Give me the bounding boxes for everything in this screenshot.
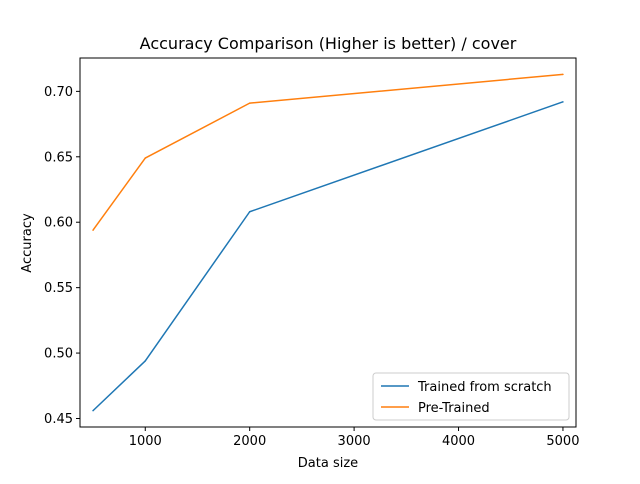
data-point-trained-from-scratch (144, 360, 147, 362)
data-point-pre-trained (92, 229, 94, 231)
legend-label-trained-from-scratch: Trained from scratch (417, 380, 552, 395)
y-tick-label: 0.45 (44, 412, 73, 427)
axes-frame (79, 57, 577, 428)
x-axis-label: Data size (298, 456, 358, 471)
y-axis-label: Accuracy (20, 213, 35, 273)
series-layer (92, 73, 564, 412)
data-point-pre-trained (144, 157, 147, 159)
y-tick-label: 0.65 (44, 150, 73, 165)
x-tick-label: 4000 (442, 434, 475, 449)
data-point-pre-trained (248, 102, 251, 104)
x-tick-label: 3000 (338, 434, 371, 449)
series-line-trained-from-scratch (92, 101, 564, 412)
y-tick-label: 0.50 (44, 347, 73, 362)
legend: Trained from scratch Pre-Trained (372, 372, 570, 421)
chart-title: Accuracy Comparison (Higher is better) /… (140, 34, 517, 53)
plot-area (80, 58, 576, 427)
data-point-trained-from-scratch (92, 409, 94, 412)
x-tick-label: 2000 (233, 434, 266, 449)
data-point-pre-trained (562, 73, 564, 76)
ticks-layer: 1000 2000 3000 4000 5000 0.45 0.50 0.55 0.60 0.65… (44, 85, 579, 449)
legend-box (372, 372, 570, 421)
legend-label-pre-trained: Pre-Trained (418, 401, 490, 416)
data-point-trained-from-scratch (562, 101, 564, 103)
data-point-trained-from-scratch (248, 211, 251, 213)
y-tick-label: 0.60 (44, 216, 73, 231)
y-tick-label: 0.70 (44, 85, 73, 100)
y-tick-label: 0.55 (44, 281, 73, 296)
series-line-pre-trained (92, 73, 564, 231)
x-tick-label: 1000 (129, 434, 162, 449)
x-tick-label: 5000 (546, 434, 579, 449)
